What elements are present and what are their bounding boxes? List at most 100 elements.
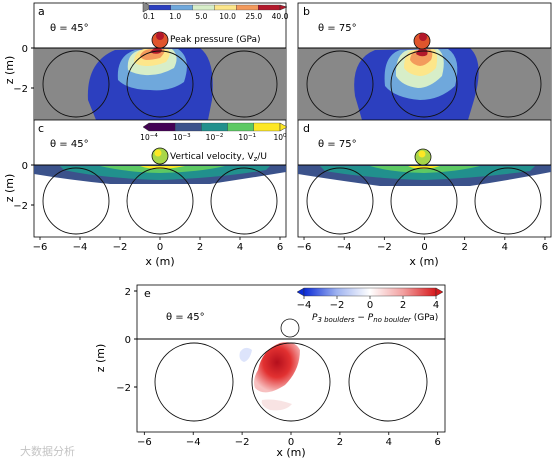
panel-c-xtick-5: 4 — [237, 242, 243, 253]
panel-b-impactor-core — [419, 33, 427, 41]
panel-e-xtick-5: 4 — [386, 437, 392, 448]
colorbar-c-tick-0: 10−4 — [140, 133, 158, 142]
panel-d-impactor-core — [418, 150, 426, 158]
panel-d-xtick-4: 2 — [461, 242, 467, 253]
colorbar-c-swatch-3 — [227, 122, 254, 132]
colorbar-c-swatch-2 — [201, 122, 228, 132]
panel-d: d θ = 75° −6 −4 −2 0 2 4 6 x (m) — [297, 119, 552, 268]
panel-b-boulder-left — [306, 50, 374, 118]
colorbar-c-tick-2: 10−2 — [206, 133, 224, 142]
colorbar-c-tick-4: 100 — [273, 133, 287, 142]
panel-e-y-ticks: 2 0 −2 — [116, 287, 137, 394]
colorbar-c-tick-3: 10−1 — [238, 133, 256, 142]
panel-a-boulder-center — [126, 50, 194, 118]
panel-c-xtick-6: 6 — [277, 242, 283, 253]
panel-e-xtick-4: 2 — [337, 437, 343, 448]
panel-c-xtick-3: 0 — [157, 242, 163, 253]
panel-e-xtick-1: −4 — [186, 437, 201, 448]
colorbar-a-swatch-4 — [236, 4, 259, 11]
panel-a-ylabel: z (m) — [3, 56, 16, 85]
colorbar-a-label: Peak pressure (GPa) — [170, 35, 261, 45]
panel-e-boulder-center — [251, 342, 331, 422]
panel-c-ytick-1: −2 — [13, 201, 28, 212]
panel-b-annotation: θ = 75° — [318, 23, 357, 34]
panel-a-boulder-left — [42, 50, 110, 118]
panel-d-xtick-0: −6 — [297, 242, 312, 253]
panel-c-velocity-region-0 — [140, 166, 185, 169]
panel-d-boulder-right — [474, 167, 542, 235]
panel-a: a θ = 45° 0.1 1.0 5.0 10.0 25.0 40.0 Peak pre… — [3, 1, 289, 121]
panel-d-xtick-1: −4 — [337, 242, 352, 253]
panel-e-boulder-left — [154, 342, 234, 422]
panel-b-boulder-center — [390, 50, 458, 118]
panel-e-pressure-faint-patch — [261, 399, 292, 411]
panel-e-letter: e — [144, 287, 151, 300]
colorbar-a-swatch-3 — [214, 4, 237, 11]
colorbar-a-tick-5: 40.0 — [272, 12, 289, 21]
colorbar-e-over-arrow — [435, 287, 444, 297]
panel-e-xlabel: x (m) — [276, 446, 305, 459]
panel-e: e θ = 45° −4 −2 0 2 4 P3 boulders − Pno boul… — [94, 284, 446, 459]
panel-d-xtick-5: 4 — [502, 242, 508, 253]
panel-c-xlabel: x (m) — [145, 255, 174, 268]
panel-b-letter: b — [303, 5, 310, 18]
colorbar-a-tick-4: 25.0 — [245, 12, 262, 21]
panel-d-xtick-2: −2 — [377, 242, 392, 253]
panel-e-pressure-low-patch — [239, 347, 252, 362]
panel-c-velocity-region-2 — [60, 166, 270, 180]
panel-e-xtick-0: −6 — [137, 437, 152, 448]
panel-b-pressure-region-40 — [416, 48, 428, 57]
panel-c-xtick-1: −4 — [73, 242, 88, 253]
panel-e-ytick-1: 0 — [125, 335, 131, 346]
panel-c-velocity-region-1 — [100, 166, 225, 173]
panel-c-y-ticks: 0 −2 — [13, 161, 34, 212]
panel-c-ylabel: z (m) — [3, 174, 16, 203]
panel-c-x-ticks: −6 −4 −2 0 2 4 6 — [33, 237, 283, 253]
panel-e-ytick-2: −2 — [116, 383, 131, 394]
panel-d-boulder-center — [390, 167, 458, 235]
panel-a-boulder-right — [210, 50, 278, 118]
panel-b-boulder-right — [474, 50, 542, 118]
colorbar-c-tick-1: 10−3 — [173, 133, 191, 142]
panel-c-xtick-2: −2 — [113, 242, 128, 253]
colorbar-a-swatch-0 — [148, 4, 171, 11]
panel-a-colorbar: 0.1 1.0 5.0 10.0 25.0 40.0 Peak pressure (GPa… — [142, 1, 289, 45]
panel-e-ytick-0: 2 — [125, 287, 131, 298]
watermark: 大数据分析 — [20, 444, 75, 458]
panel-d-xlabel: x (m) — [409, 255, 438, 268]
panel-e-pressure-blob — [254, 342, 300, 393]
panel-d-velocity-region-1 — [370, 166, 480, 173]
panel-c-impactor-core — [154, 149, 162, 157]
panel-a-ytick-1: −2 — [13, 84, 28, 95]
panel-e-xtick-6: 6 — [434, 437, 440, 448]
panel-d-xtick-6: 6 — [542, 242, 548, 253]
colorbar-e-tick-2: 0 — [367, 300, 373, 311]
panel-e-xtick-3: 0 — [288, 437, 294, 448]
colorbar-c-swatch-0 — [148, 122, 176, 132]
panel-c-annotation: θ = 45° — [50, 139, 89, 150]
colorbar-a-swatch-1 — [170, 4, 193, 11]
panel-a-ytick-0: 0 — [22, 44, 28, 55]
colorbar-e-label: P3 boulders − Pno boulder (GPa) — [312, 313, 438, 324]
colorbar-a-tick-3: 10.0 — [219, 12, 236, 21]
panel-d-annotation: θ = 75° — [318, 139, 357, 150]
panel-d-velocity-region-0 — [408, 166, 440, 169]
panel-e-xtick-2: −2 — [235, 437, 250, 448]
colorbar-a-tick-2: 5.0 — [195, 12, 207, 21]
colorbar-e-tick-3: 2 — [400, 300, 406, 311]
panel-b: b θ = 75° — [297, 2, 552, 121]
colorbar-c-swatch-4 — [253, 122, 281, 132]
colorbar-a-swatch-5 — [258, 4, 281, 11]
panel-d-boulder-left — [306, 167, 374, 235]
colorbar-e-bar — [303, 287, 437, 297]
panel-e-ylabel: z (m) — [94, 344, 107, 373]
colorbar-a-tick-1: 1.0 — [169, 12, 181, 21]
panel-c-boulder-center — [126, 167, 194, 235]
panel-e-impactor — [280, 318, 300, 338]
colorbar-c-swatch-1 — [175, 122, 202, 132]
panel-c-xtick-4: 2 — [197, 242, 203, 253]
colorbar-a-over-arrow — [279, 4, 288, 11]
panel-c-xtick-0: −6 — [33, 242, 48, 253]
panel-d-xtick-3: 0 — [421, 242, 427, 253]
